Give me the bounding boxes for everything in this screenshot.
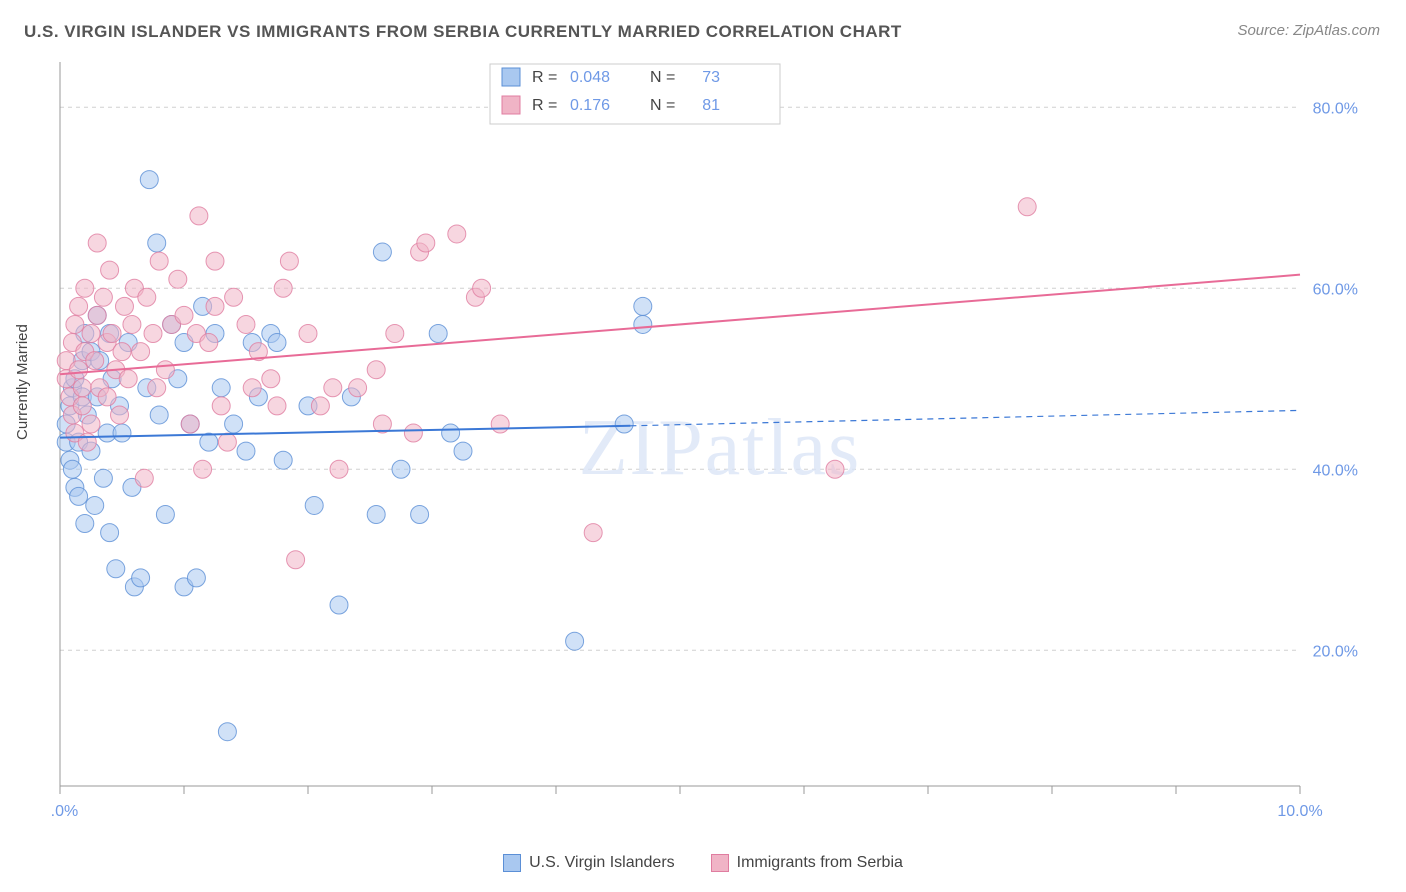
svg-text:0.0%: 0.0% xyxy=(50,803,78,820)
svg-text:60.0%: 60.0% xyxy=(1313,281,1358,298)
svg-text:10.0%: 10.0% xyxy=(1277,803,1322,820)
svg-text:0.048: 0.048 xyxy=(570,69,610,86)
svg-text:R =: R = xyxy=(532,97,557,114)
legend-item: U.S. Virgin Islanders xyxy=(503,854,675,872)
chart-title: U.S. VIRGIN ISLANDER VS IMMIGRANTS FROM … xyxy=(24,22,902,42)
svg-text:R =: R = xyxy=(532,69,557,86)
svg-text:N =: N = xyxy=(650,97,675,114)
plot-svg: 20.0%40.0%60.0%80.0%ZIPatlas0.0%10.0%R =… xyxy=(50,56,1380,826)
y-axis-label: Currently Married xyxy=(14,324,31,440)
legend-label: U.S. Virgin Islanders xyxy=(529,854,675,871)
svg-text:81: 81 xyxy=(702,97,720,114)
svg-text:73: 73 xyxy=(702,69,720,86)
legend-label: Immigrants from Serbia xyxy=(737,854,903,871)
scatter-plot: 20.0%40.0%60.0%80.0%ZIPatlas0.0%10.0%R =… xyxy=(50,56,1380,826)
legend-swatch xyxy=(503,854,521,872)
svg-text:40.0%: 40.0% xyxy=(1313,462,1358,479)
chart-source: Source: ZipAtlas.com xyxy=(1237,22,1380,39)
legend-swatch xyxy=(711,854,729,872)
svg-text:20.0%: 20.0% xyxy=(1313,643,1358,660)
svg-text:80.0%: 80.0% xyxy=(1313,100,1358,117)
svg-text:N =: N = xyxy=(650,69,675,86)
legend-item: Immigrants from Serbia xyxy=(711,854,903,872)
bottom-legend: U.S. Virgin Islanders Immigrants from Ser… xyxy=(0,854,1406,872)
svg-text:0.176: 0.176 xyxy=(570,97,610,114)
